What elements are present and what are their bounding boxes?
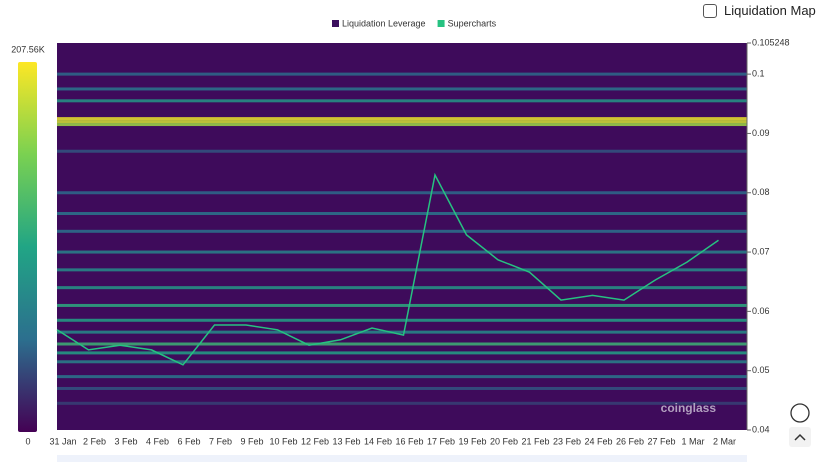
arrow-icon [794, 433, 806, 441]
info-button[interactable] [790, 403, 810, 423]
x-tick-label: 2 Feb [83, 436, 106, 446]
liquidation-band [57, 123, 747, 127]
x-tick-label: 24 Feb [584, 436, 612, 446]
liquidation-band [57, 375, 747, 379]
x-tick-label: 4 Feb [146, 436, 169, 446]
plot-background [57, 43, 747, 430]
x-tick-label: 7 Feb [209, 436, 232, 446]
liquidation-band [57, 342, 747, 346]
liquidation-band [57, 229, 747, 233]
x-tick-label: 20 Feb [490, 436, 518, 446]
x-tick-label: 27 Feb [647, 436, 675, 446]
liquidation-band [57, 268, 747, 272]
liquidation-band [57, 120, 747, 124]
y-tick-label: 0.04 [752, 424, 770, 434]
liquidation-band [57, 286, 747, 290]
legend-swatch [332, 20, 339, 27]
liquidation-band [57, 87, 747, 91]
liquidation-band [57, 386, 747, 390]
x-tick-label: 23 Feb [553, 436, 581, 446]
y-tick-label: 0.105248 [752, 37, 790, 47]
legend-swatch [437, 20, 445, 27]
x-tick-label: 3 Feb [114, 436, 137, 446]
liquidation-band [57, 351, 747, 355]
y-tick-label: 0.05 [752, 365, 770, 375]
legend-label: Liquidation Leverage [342, 18, 426, 28]
y-tick-label: 0.06 [752, 306, 770, 316]
liquidation-band [57, 117, 747, 121]
x-tick-label: 21 Feb [521, 436, 549, 446]
liquidation-band [57, 72, 747, 76]
x-tick-label: 19 Feb [458, 436, 486, 446]
scroll-top-button[interactable] [789, 427, 811, 447]
liquidation-band [57, 191, 747, 195]
liquidation-band [57, 149, 747, 153]
liquidation-map-toggle[interactable]: Liquidation Map [703, 3, 816, 18]
y-tick-label: 0.1 [752, 69, 765, 79]
colorbar [18, 62, 37, 432]
price-line [56, 172, 719, 366]
y-tick-label: 0.08 [752, 187, 770, 197]
x-tick-label: 9 Feb [240, 436, 263, 446]
liquidation-band [57, 318, 747, 322]
navigator[interactable] [57, 455, 747, 462]
y-tick-label: 0.07 [752, 246, 770, 256]
liquidation-band [57, 360, 747, 364]
x-tick-label: 1 Mar [681, 436, 704, 446]
liquidation-band [57, 303, 747, 307]
x-tick-label: 14 Feb [364, 436, 392, 446]
x-tick-label: 16 Feb [395, 436, 423, 446]
x-tick-label: 12 Feb [301, 436, 329, 446]
liquidation-band [57, 250, 747, 254]
y-tick-label: 0.09 [752, 128, 770, 138]
toggle-label: Liquidation Map [724, 3, 816, 18]
liquidation-band [57, 401, 747, 405]
x-tick-label: 17 Feb [427, 436, 455, 446]
checkbox[interactable] [703, 3, 717, 18]
liquidation-band [57, 330, 747, 334]
legend-label: Supercharts [448, 18, 497, 28]
colorbar-label: 207.56K [11, 44, 45, 54]
x-tick-label: 2 Mar [713, 436, 736, 446]
watermark: coinglass [661, 401, 717, 415]
x-tick-label: 6 Feb [177, 436, 200, 446]
x-tick-label: 31 Jan [49, 436, 76, 446]
x-tick-label: 10 Feb [269, 436, 297, 446]
x-tick-label: 13 Feb [332, 436, 360, 446]
colorbar-label: 0 [25, 436, 30, 446]
liquidation-band [57, 212, 747, 216]
liquidation-band [57, 99, 747, 103]
x-tick-label: 26 Feb [616, 436, 644, 446]
